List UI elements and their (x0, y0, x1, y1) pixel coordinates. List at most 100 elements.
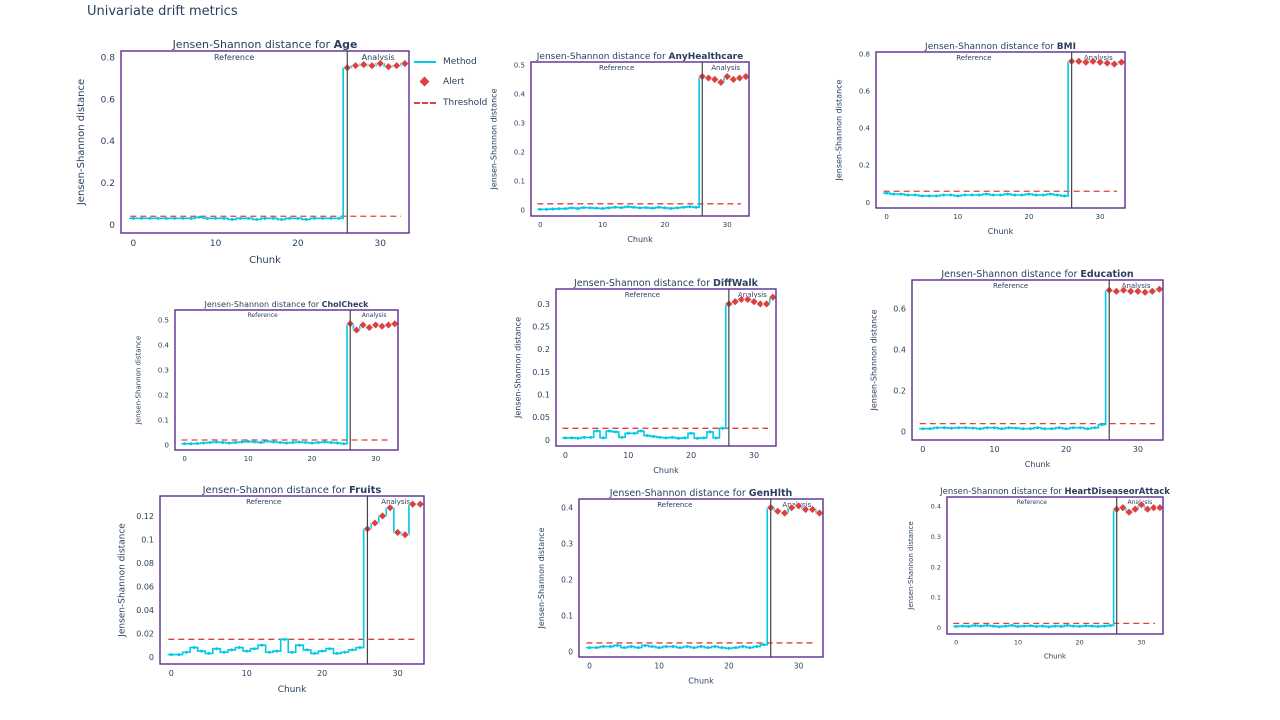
chart-panel-heartdiseaseorattack: Jensen-Shannon distance for HeartDisease… (907, 487, 1170, 661)
method-point (1072, 624, 1076, 628)
chart-title: Jensen-Shannon distance for Fruits (202, 485, 382, 496)
method-point (741, 645, 745, 649)
chart-panel-fruits: Jensen-Shannon distance for Fruits 0 0.02 0… (117, 485, 425, 695)
y-tick-label: 0.3 (931, 533, 941, 541)
method-point (551, 207, 555, 211)
method-point (557, 207, 561, 211)
x-tick-label: 30 (794, 662, 804, 671)
reference-period-label: Reference (247, 312, 278, 319)
method-point (1006, 192, 1010, 196)
page-title: Univariate drift metrics (87, 4, 238, 19)
method-point (329, 441, 333, 444)
method-point (215, 647, 219, 651)
method-point (1055, 193, 1059, 197)
legend-item-method[interactable]: Method (414, 55, 477, 69)
x-tick-label: 30 (1133, 445, 1143, 454)
y-tick-label: 0.3 (514, 119, 525, 127)
y-tick-label: 0.8 (859, 50, 870, 58)
method-point (304, 217, 308, 221)
method-point (189, 216, 193, 220)
method-point (569, 206, 573, 210)
method-point (214, 216, 218, 220)
method-point (222, 650, 226, 654)
method-point (957, 426, 961, 430)
x-tick-label: 0 (920, 445, 925, 454)
reference-period-label: Reference (956, 54, 991, 62)
alert-marker (415, 499, 425, 509)
alert-marker (378, 511, 387, 521)
method-point (181, 216, 185, 220)
method-point (183, 442, 187, 446)
y-axis-label: Jensen-Shannon distance (76, 79, 87, 206)
x-axis-label: Chunk (278, 685, 307, 695)
alert-marker (1130, 504, 1140, 514)
alert-marker (393, 527, 403, 537)
alert-marker (351, 61, 360, 71)
x-tick-label: 20 (1076, 639, 1084, 647)
method-point (1050, 427, 1054, 431)
analysis-period-label: Analysis (362, 53, 395, 62)
y-axis-label: Jensen-Shannon distance (869, 309, 878, 411)
alert-marker (400, 59, 410, 68)
method-point (350, 648, 354, 652)
method-point (282, 637, 286, 641)
method-point (963, 193, 967, 197)
method-point (169, 653, 173, 657)
legend-label-method: Method (443, 57, 477, 67)
legend-label-alert: Alert (443, 77, 465, 87)
method-point (651, 434, 655, 438)
method-point (1096, 624, 1100, 628)
x-tick-label: 0 (169, 669, 174, 678)
method-point (622, 646, 626, 650)
y-tick-label: 0.02 (136, 629, 154, 638)
alert-marker (737, 295, 746, 304)
reference-period-label: Reference (599, 64, 634, 72)
alert-marker (762, 299, 771, 309)
alert-marker (1109, 59, 1119, 69)
method-point (1043, 427, 1047, 431)
method-point (1047, 625, 1051, 629)
method-series-line (167, 503, 424, 656)
y-tick-label: 0.1 (514, 178, 525, 186)
method-point (305, 648, 309, 652)
chart-panel-anyhealthcare: Jensen-Shannon distance for AnyHealthcar… (490, 52, 751, 244)
alert-marker (352, 325, 362, 335)
alert-marker (1095, 57, 1105, 67)
method-point (1065, 623, 1069, 627)
legend-item-alert[interactable]: Alert (414, 75, 464, 89)
method-point (221, 441, 225, 444)
y-tick-label: 0.2 (859, 162, 870, 170)
chart-title-prefix: Jensen-Shannon distance for (573, 278, 713, 289)
chart-panel-genhlth: Jensen-Shannon distance for GenHlth 0 0.1 0… (537, 488, 824, 686)
y-axis-label: Jensen-Shannon distance (117, 523, 127, 638)
x-tick-label: 20 (1061, 445, 1071, 454)
alert-marker (1154, 284, 1164, 294)
chart-legend: Method Alert Threshold (414, 52, 514, 118)
legend-item-threshold[interactable]: Threshold (414, 96, 487, 110)
method-point (920, 194, 924, 198)
alert-marker (801, 505, 810, 514)
method-point (240, 440, 244, 444)
method-point (208, 441, 212, 444)
y-tick-label: 0 (568, 648, 573, 657)
alert-marker (1074, 56, 1084, 66)
alert-marker (735, 73, 745, 83)
y-tick-label: 0.2 (101, 179, 115, 189)
alert-marker (815, 508, 824, 518)
method-point (259, 441, 263, 444)
y-tick-label: 0.4 (101, 137, 116, 147)
plot-frame (911, 279, 1164, 441)
x-tick-label: 30 (374, 239, 386, 249)
x-tick-label: 20 (308, 455, 317, 463)
method-point (271, 216, 275, 220)
chart-title-feature: AnyHealthcare (669, 52, 744, 62)
method-point (195, 442, 199, 445)
method-point (316, 441, 320, 444)
method-point (255, 217, 259, 221)
alert-marker (1140, 287, 1150, 297)
chart-title: Jensen-Shannon distance for BMI (924, 42, 1076, 52)
alert-marker (704, 73, 713, 83)
method-point (1048, 192, 1052, 196)
y-tick-label: 0.6 (859, 87, 871, 95)
analysis-period-label: Analysis (738, 291, 767, 299)
